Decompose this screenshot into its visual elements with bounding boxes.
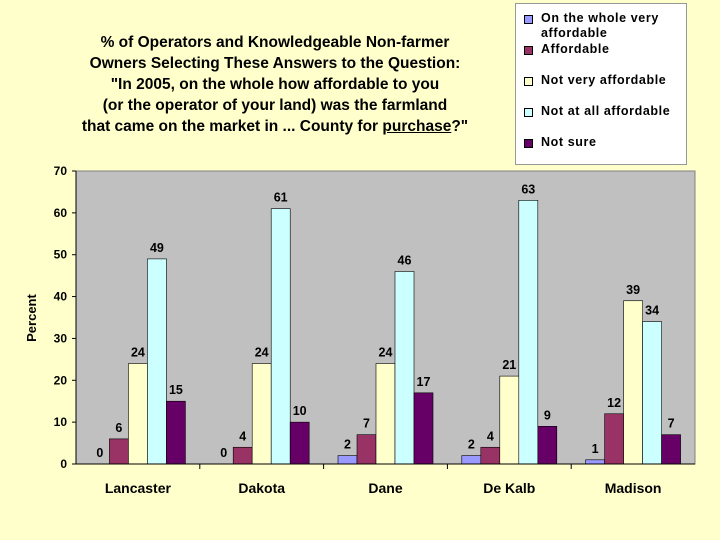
- legend-swatch: [524, 108, 533, 117]
- bar: [585, 459, 605, 465]
- data-label: 49: [150, 241, 164, 255]
- y-tick-label: 0: [60, 457, 67, 471]
- legend-label: Not sure: [541, 135, 597, 149]
- bar: [518, 200, 539, 465]
- bar: [232, 446, 253, 465]
- y-axis-label: Percent: [24, 293, 39, 341]
- chart-title: % of Operators and Knowledgeable Non-far…: [40, 32, 510, 137]
- x-tick-label: Lancaster: [105, 480, 172, 496]
- bar: [128, 363, 148, 465]
- legend: On the whole very affordable Affordable …: [515, 3, 687, 165]
- data-label: 39: [626, 283, 640, 297]
- legend-label: Not at all affordable: [541, 104, 671, 118]
- y-tick-label: 30: [54, 331, 68, 345]
- title-line-5-end: ?": [451, 118, 469, 135]
- title-line-2: Owners Selecting These Answers to the Qu…: [89, 55, 461, 72]
- legend-swatch: [524, 139, 533, 148]
- bar: [461, 455, 482, 465]
- bar: [661, 434, 681, 465]
- y-tick-label: 70: [54, 164, 68, 178]
- y-tick-label: 20: [54, 373, 68, 387]
- data-label: 2: [344, 438, 351, 452]
- bar: [109, 438, 129, 465]
- x-tick-label: Dakota: [238, 480, 285, 496]
- title-line-4: (or the operator of your land) was the f…: [102, 97, 448, 114]
- x-tick-label: De Kalb: [483, 480, 535, 496]
- x-tick-label: Dane: [368, 480, 402, 496]
- data-label: 6: [115, 421, 122, 435]
- bar: [480, 446, 501, 465]
- legend-swatch: [524, 46, 533, 55]
- bar: [537, 426, 558, 465]
- data-label: 1: [592, 442, 599, 456]
- bar: [147, 258, 167, 465]
- title-line-3: "In 2005, on the whole how affordable to…: [110, 76, 440, 93]
- title-underlined-word: purchase: [382, 118, 452, 135]
- data-label: 24: [255, 346, 269, 360]
- bar: [375, 363, 396, 465]
- title-line-1: % of Operators and Knowledgeable Non-far…: [100, 34, 450, 51]
- bar: [623, 300, 643, 465]
- bar: [270, 208, 291, 465]
- bar: [356, 434, 377, 465]
- y-tick-label: 60: [54, 206, 68, 220]
- data-label: 7: [668, 417, 675, 431]
- bar: [604, 413, 624, 465]
- data-label: 12: [607, 396, 621, 410]
- data-label: 10: [293, 404, 307, 418]
- data-label: 17: [417, 375, 431, 389]
- data-label: 0: [220, 446, 227, 460]
- bar: [251, 363, 272, 465]
- data-label: 46: [398, 253, 412, 267]
- legend-swatch: [524, 15, 533, 24]
- data-label: 4: [487, 429, 494, 443]
- y-tick-label: 40: [54, 290, 68, 304]
- bar: [337, 455, 358, 465]
- legend-label: On the whole very affordable: [541, 11, 659, 40]
- data-label: 15: [169, 383, 183, 397]
- legend-label: Affordable: [541, 42, 610, 56]
- data-label: 21: [502, 358, 516, 372]
- legend-label: Not very affordable: [541, 73, 667, 87]
- data-label: 61: [274, 191, 288, 205]
- data-label: 4: [239, 429, 246, 443]
- bar: [413, 392, 434, 465]
- bar: [394, 271, 415, 465]
- data-label: 34: [645, 304, 659, 318]
- bar: [289, 421, 310, 465]
- data-label: 9: [544, 408, 551, 422]
- data-label: 24: [379, 346, 393, 360]
- bar: [642, 321, 662, 465]
- data-label: 7: [363, 417, 370, 431]
- title-line-5: that came on the market in ... County fo…: [40, 116, 510, 137]
- data-label: 63: [521, 182, 535, 196]
- bar: [166, 400, 186, 465]
- data-label: 24: [131, 346, 145, 360]
- legend-swatch: [524, 77, 533, 86]
- bar: [499, 375, 520, 465]
- y-tick-label: 50: [54, 248, 68, 262]
- x-tick-label: Madison: [605, 480, 662, 496]
- data-label: 2: [468, 438, 475, 452]
- title-line-5-text: that came on the market in ... County fo…: [81, 118, 383, 135]
- y-tick-label: 10: [54, 415, 68, 429]
- data-label: 0: [96, 446, 103, 460]
